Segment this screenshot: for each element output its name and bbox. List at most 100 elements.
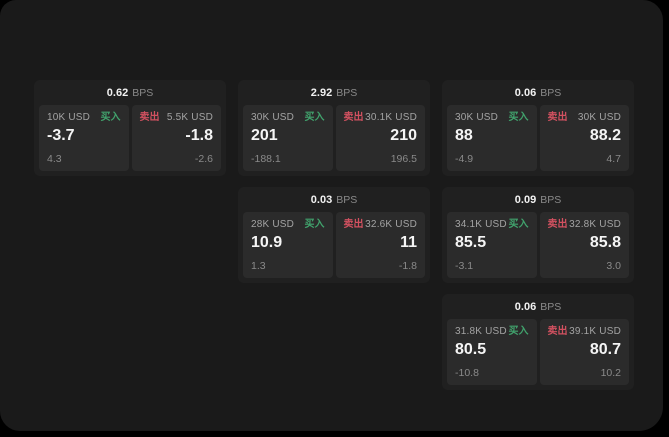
bps-label: BPS [540, 300, 562, 313]
sell-panel[interactable]: 卖出 30.1K USD 210 196.5 [335, 105, 425, 171]
sell-size-label: 5.5K USD [166, 112, 213, 123]
card-header: 0.06 BPS [442, 294, 634, 319]
buy-delta: -3.1 [455, 260, 474, 272]
sell-delta: -1.8 [398, 260, 417, 272]
sell-size-label: 30.1K USD [365, 112, 417, 123]
sell-price: 88.2 [589, 127, 621, 144]
sell-panel[interactable]: 卖出 39.1K USD 80.7 10.2 [539, 319, 629, 385]
card-body: 30K USD 买入 201 -188.1 卖出 30.1K USD 210 1… [238, 105, 430, 176]
buy-price: 85.5 [455, 234, 487, 251]
buy-panel[interactable]: 10K USD 买入 -3.7 4.3 [39, 105, 129, 171]
sell-size-label: 32.6K USD [365, 219, 417, 230]
buy-size-label: 28K USD [251, 219, 295, 230]
sell-panel-top: 卖出 30.1K USD [344, 112, 418, 124]
sell-panel-top: 卖出 30K USD [548, 112, 622, 124]
buy-side-label: 买入 [508, 219, 529, 230]
sell-panel[interactable]: 卖出 30K USD 88.2 4.7 [539, 105, 629, 171]
buy-delta: -4.9 [455, 153, 474, 165]
buy-size-label: 30K USD [251, 112, 295, 123]
spread-card: 0.06 BPS 30K USD 买入 88 -4.9 卖出 30K USD 8… [442, 80, 634, 176]
card-body: 10K USD 买入 -3.7 4.3 卖出 5.5K USD -1.8 -2.… [34, 105, 226, 176]
buy-panel-top: 34.1K USD 买入 [455, 219, 529, 231]
sell-size-label: 30K USD [577, 112, 621, 123]
buy-panel[interactable]: 34.1K USD 买入 85.5 -3.1 [447, 212, 537, 278]
buy-panel-top: 10K USD 买入 [47, 112, 121, 124]
sell-panel[interactable]: 卖出 32.6K USD 11 -1.8 [335, 212, 425, 278]
sell-panel[interactable]: 卖出 32.8K USD 85.8 3.0 [539, 212, 629, 278]
sell-delta: 10.2 [600, 367, 621, 379]
buy-panel-top: 31.8K USD 买入 [455, 326, 529, 338]
spread-card: 2.92 BPS 30K USD 买入 201 -188.1 卖出 30.1K … [238, 80, 430, 176]
buy-side-label: 买入 [100, 112, 121, 123]
sell-side-label: 卖出 [547, 112, 568, 123]
sell-size-label: 39.1K USD [569, 326, 621, 337]
sell-price: 85.8 [589, 234, 621, 251]
buy-panel[interactable]: 30K USD 买入 201 -188.1 [243, 105, 333, 171]
spread-value: 0.06 [514, 300, 537, 313]
buy-size-label: 31.8K USD [455, 326, 507, 337]
sell-side-label: 卖出 [343, 112, 364, 123]
buy-side-label: 买入 [304, 112, 325, 123]
buy-side-label: 买入 [304, 219, 325, 230]
buy-size-label: 10K USD [47, 112, 91, 123]
buy-panel-top: 30K USD 买入 [455, 112, 529, 124]
bps-label: BPS [540, 86, 562, 99]
bps-label: BPS [132, 86, 154, 99]
buy-price: -3.7 [47, 127, 75, 144]
buy-panel-top: 28K USD 买入 [251, 219, 325, 231]
buy-side-label: 买入 [508, 112, 529, 123]
bps-label: BPS [336, 193, 358, 206]
sell-price: 210 [390, 127, 417, 144]
sell-size-label: 32.8K USD [569, 219, 621, 230]
buy-panel[interactable]: 31.8K USD 买入 80.5 -10.8 [447, 319, 537, 385]
bps-label: BPS [336, 86, 358, 99]
card-header: 0.62 BPS [34, 80, 226, 105]
spread-value: 0.06 [514, 86, 537, 99]
spread-cards-grid: 0.62 BPS 10K USD 买入 -3.7 4.3 卖出 5.5K USD… [34, 80, 634, 390]
buy-price: 80.5 [455, 341, 487, 358]
sell-panel-top: 卖出 32.6K USD [344, 219, 418, 231]
sell-delta: 4.7 [606, 153, 621, 165]
spread-card: 0.09 BPS 34.1K USD 买入 85.5 -3.1 卖出 32.8K… [442, 187, 634, 283]
buy-side-label: 买入 [508, 326, 529, 337]
sell-side-label: 卖出 [547, 219, 568, 230]
sell-price: 80.7 [589, 341, 621, 358]
sell-delta: 196.5 [390, 153, 417, 165]
sell-delta: 3.0 [606, 260, 621, 272]
bps-label: BPS [540, 193, 562, 206]
sell-panel-top: 卖出 5.5K USD [140, 112, 214, 124]
card-header: 2.92 BPS [238, 80, 430, 105]
card-body: 28K USD 买入 10.9 1.3 卖出 32.6K USD 11 -1.8 [238, 212, 430, 283]
buy-delta: 1.3 [251, 260, 266, 272]
buy-panel[interactable]: 28K USD 买入 10.9 1.3 [243, 212, 333, 278]
spread-value: 0.09 [514, 193, 537, 206]
buy-price: 201 [251, 127, 278, 144]
spread-value: 2.92 [310, 86, 333, 99]
buy-delta: -10.8 [455, 367, 479, 379]
spread-card: 0.03 BPS 28K USD 买入 10.9 1.3 卖出 32.6K US… [238, 187, 430, 283]
buy-size-label: 34.1K USD [455, 219, 507, 230]
sell-price: -1.8 [185, 127, 213, 144]
buy-price: 10.9 [251, 234, 283, 251]
sell-panel[interactable]: 卖出 5.5K USD -1.8 -2.6 [131, 105, 221, 171]
app-window: 0.62 BPS 10K USD 买入 -3.7 4.3 卖出 5.5K USD… [0, 0, 663, 431]
spread-card: 0.06 BPS 31.8K USD 买入 80.5 -10.8 卖出 39.1… [442, 294, 634, 390]
card-header: 0.06 BPS [442, 80, 634, 105]
card-header: 0.03 BPS [238, 187, 430, 212]
card-body: 31.8K USD 买入 80.5 -10.8 卖出 39.1K USD 80.… [442, 319, 634, 390]
sell-panel-top: 卖出 32.8K USD [548, 219, 622, 231]
buy-delta: -188.1 [251, 153, 281, 165]
buy-panel[interactable]: 30K USD 买入 88 -4.9 [447, 105, 537, 171]
spread-card: 0.62 BPS 10K USD 买入 -3.7 4.3 卖出 5.5K USD… [34, 80, 226, 176]
sell-panel-top: 卖出 39.1K USD [548, 326, 622, 338]
buy-panel-top: 30K USD 买入 [251, 112, 325, 124]
card-header: 0.09 BPS [442, 187, 634, 212]
card-body: 34.1K USD 买入 85.5 -3.1 卖出 32.8K USD 85.8… [442, 212, 634, 283]
buy-size-label: 30K USD [455, 112, 499, 123]
sell-side-label: 卖出 [343, 219, 364, 230]
sell-delta: -2.6 [194, 153, 213, 165]
sell-side-label: 卖出 [547, 326, 568, 337]
buy-delta: 4.3 [47, 153, 62, 165]
spread-value: 0.03 [310, 193, 333, 206]
